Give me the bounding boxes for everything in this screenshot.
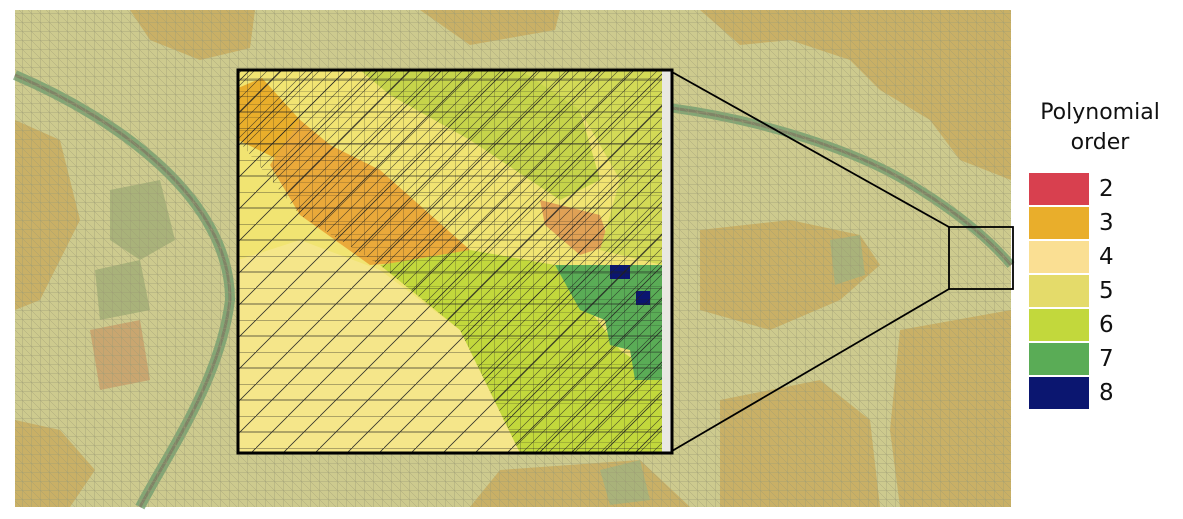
legend-label: 8 [1099, 380, 1114, 406]
legend-swatch-6 [1029, 309, 1089, 341]
legend-item-4: 4 [1029, 240, 1180, 274]
legend-label: 7 [1099, 346, 1114, 372]
legend-item-7: 7 [1029, 342, 1180, 376]
inset-right-strip [662, 70, 672, 453]
connector-top [671, 71, 950, 228]
legend-item-3: 3 [1029, 206, 1180, 240]
zoom-inset-frame [236, 68, 674, 455]
legend-swatch-8 [1029, 377, 1089, 409]
legend-title-line1: Polynomial [1040, 100, 1160, 125]
legend-item-6: 6 [1029, 308, 1180, 342]
connector-bottom [671, 288, 950, 452]
legend-swatch-4 [1029, 241, 1089, 273]
legend-item-5: 5 [1029, 274, 1180, 308]
legend-label: 2 [1099, 176, 1114, 202]
legend-label: 5 [1099, 278, 1114, 304]
legend-label: 3 [1099, 210, 1114, 236]
legend-items: 2 3 4 5 6 7 8 [1029, 172, 1180, 410]
legend-label: 4 [1099, 244, 1114, 270]
legend-label: 6 [1099, 312, 1114, 338]
legend-swatch-5 [1029, 275, 1089, 307]
legend-item-2: 2 [1029, 172, 1180, 206]
legend-title: Polynomial order [1020, 98, 1180, 158]
legend-item-8: 8 [1029, 376, 1180, 410]
legend-title-line2: order [1070, 130, 1130, 155]
legend-swatch-7 [1029, 343, 1089, 375]
legend: Polynomial order 2 3 4 5 6 7 8 [1020, 98, 1180, 410]
zoom-inset [238, 70, 672, 453]
legend-swatch-2 [1029, 173, 1089, 205]
zoom-region-box [948, 226, 1014, 290]
legend-swatch-3 [1029, 207, 1089, 239]
